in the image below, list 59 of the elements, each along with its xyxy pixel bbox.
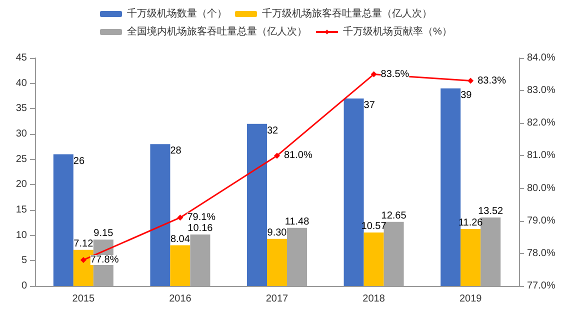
bar — [53, 154, 74, 286]
point — [370, 71, 377, 78]
y2-tick-label: 82.0% — [527, 118, 556, 129]
bar — [150, 144, 170, 286]
y-tick-label: 0 — [21, 280, 28, 292]
data-label: 26 — [73, 156, 85, 167]
data-label: 12.65 — [381, 210, 407, 222]
data-label: 13.52 — [478, 206, 504, 217]
y2-tick-label: 83.0% — [527, 85, 556, 96]
y-tick-label: 45 — [16, 52, 28, 64]
x-tick-label: 2019 — [459, 294, 482, 304]
data-label: 83.3% — [478, 75, 506, 86]
y-tick-label: 30 — [16, 128, 28, 140]
bar — [364, 232, 384, 286]
y-tick-label: 10 — [16, 230, 28, 241]
y2-tick-label: 80.0% — [527, 182, 556, 194]
y2-tick-label: 77.0% — [527, 280, 556, 292]
bar — [440, 88, 461, 286]
data-label: 32 — [267, 125, 279, 136]
data-label: 81.0% — [284, 150, 312, 162]
y-tick-label: 35 — [16, 103, 28, 114]
legend-label: 千万级机场数量（个） — [127, 8, 227, 20]
data-label: 39 — [460, 90, 472, 101]
data-label: 77.8% — [90, 254, 119, 266]
y-tick-label: 5 — [21, 255, 28, 266]
y-tick-label: 15 — [16, 204, 28, 216]
data-label: 10.16 — [188, 223, 214, 234]
data-label: 9.15 — [94, 228, 114, 240]
data-label: 8.04 — [170, 234, 190, 245]
point — [274, 152, 280, 159]
data-label: 7.12 — [74, 238, 94, 250]
x-tick-label: 2015 — [72, 294, 95, 304]
point — [468, 78, 474, 84]
bar — [170, 245, 190, 286]
data-label: 9.30 — [267, 227, 288, 238]
point — [177, 214, 184, 221]
legend-label: 全国境内机场旅客吞吐量总量（亿人次） — [127, 26, 307, 38]
bar — [460, 228, 481, 286]
y-tick-label: 25 — [16, 154, 28, 165]
legend-label: 千万级机场旅客吞吐量总量（亿人次） — [262, 8, 432, 20]
bar — [247, 124, 267, 286]
y2-tick-label: 78.0% — [527, 248, 556, 259]
bar — [267, 238, 287, 286]
y2-tick-label: 81.0% — [527, 150, 556, 162]
point — [80, 256, 86, 263]
y2-tick-label: 79.0% — [527, 215, 556, 226]
data-label: 37 — [364, 100, 376, 112]
y-tick-label: 40 — [16, 78, 28, 89]
data-label: 11.48 — [284, 216, 310, 228]
y2-tick-label: 84.0% — [527, 52, 556, 64]
x-tick-label: 2016 — [169, 294, 192, 304]
bar — [344, 98, 364, 286]
data-label: 28 — [170, 146, 182, 157]
x-tick-label: 2017 — [266, 294, 289, 304]
y-tick-label: 20 — [16, 179, 28, 190]
legend-label: 千万级机场贡献率（%） — [343, 26, 452, 38]
x-tick-label: 2018 — [362, 294, 386, 304]
data-label: 83.5% — [380, 68, 410, 80]
data-label: 79.1% — [187, 212, 216, 224]
